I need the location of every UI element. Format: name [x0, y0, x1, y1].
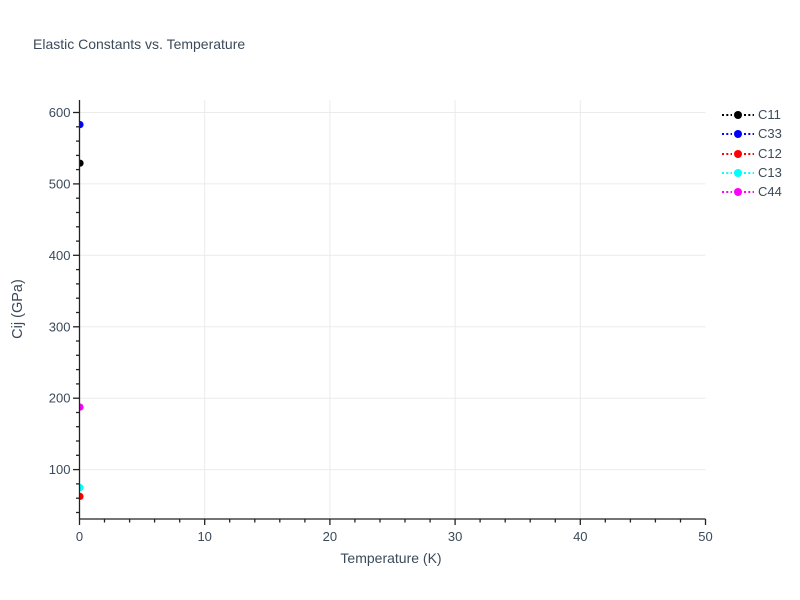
- svg-text:20: 20: [323, 529, 337, 544]
- svg-text:300: 300: [49, 319, 71, 334]
- svg-text:600: 600: [49, 105, 71, 120]
- svg-text:0: 0: [76, 529, 83, 544]
- svg-text:30: 30: [448, 529, 462, 544]
- svg-text:10: 10: [197, 529, 211, 544]
- svg-text:100: 100: [49, 462, 71, 477]
- svg-text:400: 400: [49, 248, 71, 263]
- svg-text:40: 40: [573, 529, 587, 544]
- svg-text:50: 50: [698, 529, 712, 544]
- svg-text:500: 500: [49, 176, 71, 191]
- svg-text:200: 200: [49, 391, 71, 406]
